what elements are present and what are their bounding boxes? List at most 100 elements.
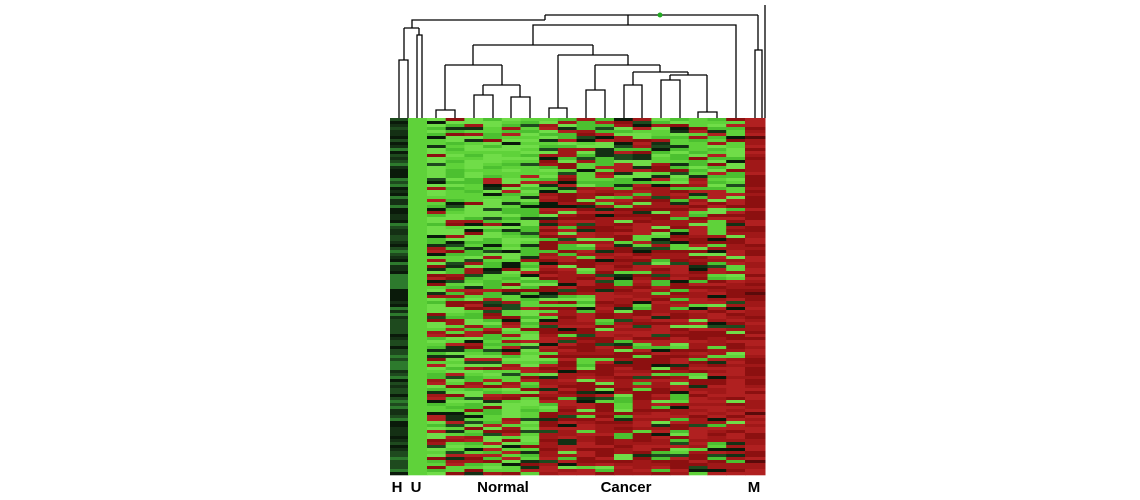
heatmap-cell: [670, 214, 690, 218]
heatmap-cell: [614, 451, 634, 455]
heatmap-cell: [632, 274, 652, 278]
heatmap-cell: [651, 235, 671, 239]
heatmap-cell: [539, 304, 559, 308]
heatmap-cell: [651, 238, 671, 242]
heatmap-cell: [726, 445, 746, 449]
heatmap-cell: [632, 406, 652, 410]
heatmap-cell: [408, 304, 428, 308]
heatmap-cell: [408, 391, 428, 395]
heatmap-cell: [390, 325, 409, 329]
heatmap-cell: [707, 400, 727, 404]
heatmap-cell: [707, 277, 727, 281]
heatmap-cell: [557, 412, 578, 416]
heatmap-cell: [539, 205, 559, 209]
heatmap-cell: [557, 130, 578, 134]
heatmap-cell: [520, 232, 540, 236]
heatmap-cell: [501, 409, 521, 413]
heatmap-cell: [557, 370, 578, 374]
heatmap-cell: [408, 424, 428, 428]
heatmap-cell: [557, 319, 578, 323]
heatmap-cell: [632, 187, 652, 191]
heatmap-cell: [726, 199, 746, 203]
heatmap-cell: [670, 250, 690, 254]
heatmap-cell: [632, 439, 652, 443]
heatmap-cell: [670, 409, 690, 413]
heatmap-cell: [464, 463, 484, 467]
heatmap-cell: [483, 301, 503, 305]
heatmap-cell: [520, 202, 540, 206]
heatmap-cell: [707, 385, 727, 389]
heatmap-cell: [539, 379, 559, 383]
heatmap-cell: [464, 175, 484, 179]
heatmap-cell: [427, 397, 447, 401]
heatmap-cell: [632, 145, 652, 149]
heatmap-cell: [539, 466, 559, 470]
heatmap-cell: [576, 244, 596, 248]
heatmap-cell: [576, 136, 596, 140]
heatmap-cell: [539, 163, 559, 167]
heatmap-cell: [445, 445, 465, 449]
heatmap-cell: [651, 250, 671, 254]
heatmap-cell: [464, 160, 484, 164]
heatmap-cell: [483, 193, 503, 197]
heatmap-cell: [539, 442, 559, 446]
heatmap-cell: [707, 292, 727, 296]
heatmap-cell: [707, 328, 727, 332]
heatmap-cell: [670, 322, 690, 326]
heatmap-cell: [670, 319, 690, 323]
heatmap-cell: [445, 304, 465, 308]
heatmap-cell: [408, 124, 428, 128]
heatmap-cell: [688, 379, 708, 383]
heatmap-cell: [390, 403, 409, 407]
heatmap-cell: [595, 256, 615, 260]
heatmap-cell: [632, 349, 652, 353]
heatmap-cell: [520, 250, 540, 254]
heatmap-cell: [445, 292, 465, 296]
heatmap-cell: [651, 367, 671, 371]
heatmap-cell: [707, 145, 727, 149]
heatmap-cell: [670, 244, 690, 248]
heatmap-cell: [557, 394, 578, 398]
heatmap-cell: [576, 238, 596, 242]
heatmap-cell: [464, 259, 484, 263]
heatmap-cell: [539, 448, 559, 452]
heatmap-cell: [408, 298, 428, 302]
heatmap-cell: [464, 337, 484, 341]
heatmap-cell: [520, 154, 540, 158]
heatmap-cell: [707, 454, 727, 458]
heatmap-cell: [614, 385, 634, 389]
heatmap-cell: [520, 286, 540, 290]
heatmap-cell: [557, 388, 578, 392]
heatmap-cell: [688, 433, 708, 437]
heatmap-cell: [427, 130, 447, 134]
heatmap-cell: [539, 250, 559, 254]
heatmap-cell: [614, 121, 634, 125]
heatmap-cell: [707, 172, 727, 176]
heatmap-cell: [464, 136, 484, 140]
heatmap-cell: [520, 418, 540, 422]
heatmap-cell: [670, 235, 690, 239]
heatmap-cell: [539, 307, 559, 311]
heatmap-cell: [745, 442, 766, 446]
heatmap-cell: [427, 385, 447, 389]
heatmap-cell: [595, 427, 615, 431]
heatmap-cell: [483, 367, 503, 371]
heatmap-cell: [520, 355, 540, 359]
heatmap-cell: [614, 181, 634, 185]
heatmap-cell: [390, 472, 409, 476]
heatmap-cell: [688, 298, 708, 302]
heatmap-cell: [595, 295, 615, 299]
heatmap-cell: [595, 274, 615, 278]
heatmap-cell: [651, 409, 671, 413]
heatmap-cell: [427, 184, 447, 188]
heatmap-cell: [726, 130, 746, 134]
heatmap-cell: [557, 286, 578, 290]
heatmap-cell: [745, 262, 766, 266]
heatmap-cell: [651, 148, 671, 152]
heatmap-cell: [726, 256, 746, 260]
heatmap-cell: [726, 388, 746, 392]
heatmap-cell: [614, 157, 634, 161]
heatmap-cell: [726, 427, 746, 431]
heatmap-cell: [464, 220, 484, 224]
heatmap-cell: [483, 166, 503, 170]
